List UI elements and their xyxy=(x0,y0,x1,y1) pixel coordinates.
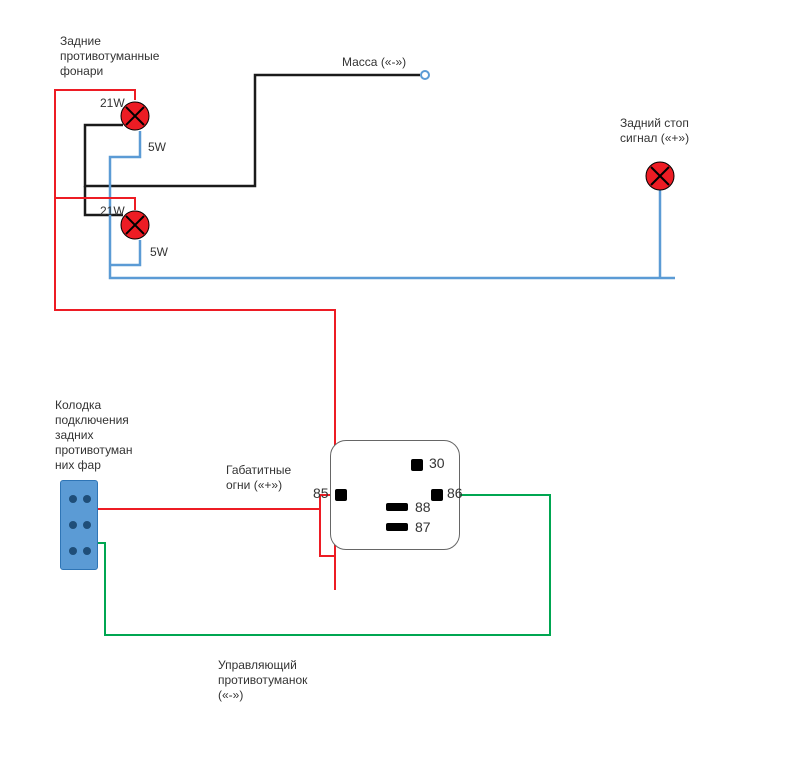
connector-pin xyxy=(69,547,77,555)
fog-control-label: Управляющий противотуманок («-») xyxy=(218,658,307,703)
wiring-diagram: 30 85 86 88 87 Задние противотуманные фо… xyxy=(0,0,794,759)
parking-lights-label: Габатитные огни («+») xyxy=(226,463,291,493)
connector-pin xyxy=(83,495,91,503)
connector-pin xyxy=(83,547,91,555)
lamp-icon xyxy=(645,161,675,191)
connector-label: Колодка подключения задних противотуман … xyxy=(55,398,132,473)
relay-pin-86 xyxy=(431,489,443,501)
relay-pin-86-label: 86 xyxy=(447,485,463,501)
connector-pin xyxy=(83,521,91,529)
relay: 30 85 86 88 87 xyxy=(330,440,460,550)
mass-label: Масса («-») xyxy=(342,55,406,70)
mass-terminal xyxy=(420,70,430,80)
connector-block xyxy=(60,480,98,570)
relay-pin-30-label: 30 xyxy=(429,455,445,471)
relay-pin-30 xyxy=(411,459,423,471)
fog-lamps-label: Задние противотуманные фонари xyxy=(60,34,159,79)
lamp1-5w-label: 5W xyxy=(148,140,166,155)
stop-lamp xyxy=(645,161,675,191)
lamp2-21w-label: 21W xyxy=(100,204,125,219)
relay-pin-85 xyxy=(335,489,347,501)
relay-pin-85-label: 85 xyxy=(313,485,329,501)
lamp1-21w-label: 21W xyxy=(100,96,125,111)
connector-pin xyxy=(69,495,77,503)
connector-pin xyxy=(69,521,77,529)
stop-signal-label: Задний стоп сигнал («+») xyxy=(620,116,689,146)
relay-pin-87-label: 87 xyxy=(415,519,431,535)
lamp2-5w-label: 5W xyxy=(150,245,168,260)
relay-pin-87 xyxy=(386,523,408,531)
relay-pin-88 xyxy=(386,503,408,511)
relay-pin-88-label: 88 xyxy=(415,499,431,515)
